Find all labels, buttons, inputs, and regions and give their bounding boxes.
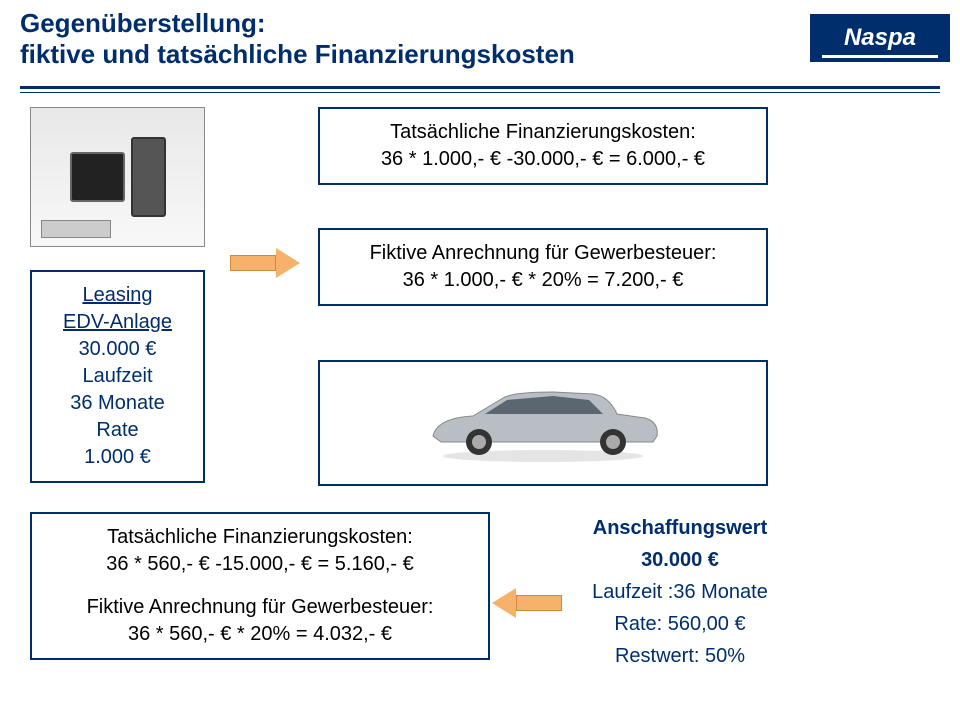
actual-fictive-bottom-box: Tatsächliche Finanzierungskosten: 36 * 5…	[30, 512, 490, 660]
header-rule-thin	[20, 92, 940, 93]
actual-costs-top-box: Tatsächliche Finanzierungskosten: 36 * 1…	[318, 107, 768, 185]
leasing-line6: Rate	[46, 417, 189, 444]
acquisition-info: Anschaffungswert 30.000 € Laufzeit :36 M…	[550, 512, 810, 672]
arrow-right-icon	[230, 248, 300, 278]
tower-icon	[131, 137, 166, 217]
leasing-line7: 1.000 €	[46, 444, 189, 471]
actual-bottom-calc: 36 * 560,- € -15.000,- € = 5.160,- €	[46, 551, 474, 578]
acq-term: Laufzeit :36 Monate	[550, 576, 810, 608]
fictive-bottom-calc: 36 * 560,- € * 20% = 4.032,- €	[46, 621, 474, 648]
leasing-line2: EDV-Anlage	[63, 311, 172, 333]
acq-rate: Rate: 560,00 €	[550, 608, 810, 640]
fictive-top-calc: 36 * 1.000,- € * 20% = 7.200,- €	[334, 267, 752, 294]
acq-heading: Anschaffungswert	[550, 512, 810, 544]
monitor-icon	[70, 152, 125, 202]
leasing-line4: Laufzeit	[46, 363, 189, 390]
car-image-box	[318, 360, 768, 486]
edv-equipment-image	[30, 107, 205, 247]
fictive-top-box: Fiktive Anrechnung für Gewerbesteuer: 36…	[318, 228, 768, 306]
leasing-box: Leasing EDV-Anlage 30.000 € Laufzeit 36 …	[30, 270, 205, 483]
leasing-line5: 36 Monate	[46, 390, 189, 417]
logo-underline	[822, 55, 938, 58]
naspa-logo: Naspa	[810, 14, 950, 62]
actual-top-label: Tatsächliche Finanzierungskosten:	[334, 119, 752, 146]
title-line2: fiktive und tatsächliche Finanzierungsko…	[20, 39, 575, 69]
acq-residual: Restwert: 50%	[550, 640, 810, 672]
fictive-top-label: Fiktive Anrechnung für Gewerbesteuer:	[334, 240, 752, 267]
header-rule-thick	[20, 86, 940, 89]
car-icon	[413, 380, 673, 466]
actual-bottom-label: Tatsächliche Finanzierungskosten:	[46, 524, 474, 551]
fictive-bottom-label: Fiktive Anrechnung für Gewerbesteuer:	[46, 594, 474, 621]
title-line1: Gegenüberstellung:	[20, 8, 266, 38]
keyboard-icon	[41, 220, 111, 238]
actual-top-calc: 36 * 1.000,- € -30.000,- € = 6.000,- €	[334, 146, 752, 173]
logo-text: Naspa	[844, 24, 916, 52]
leasing-line3: 30.000 €	[46, 336, 189, 363]
leasing-line1: Leasing	[82, 284, 152, 306]
acq-value: 30.000 €	[550, 544, 810, 576]
